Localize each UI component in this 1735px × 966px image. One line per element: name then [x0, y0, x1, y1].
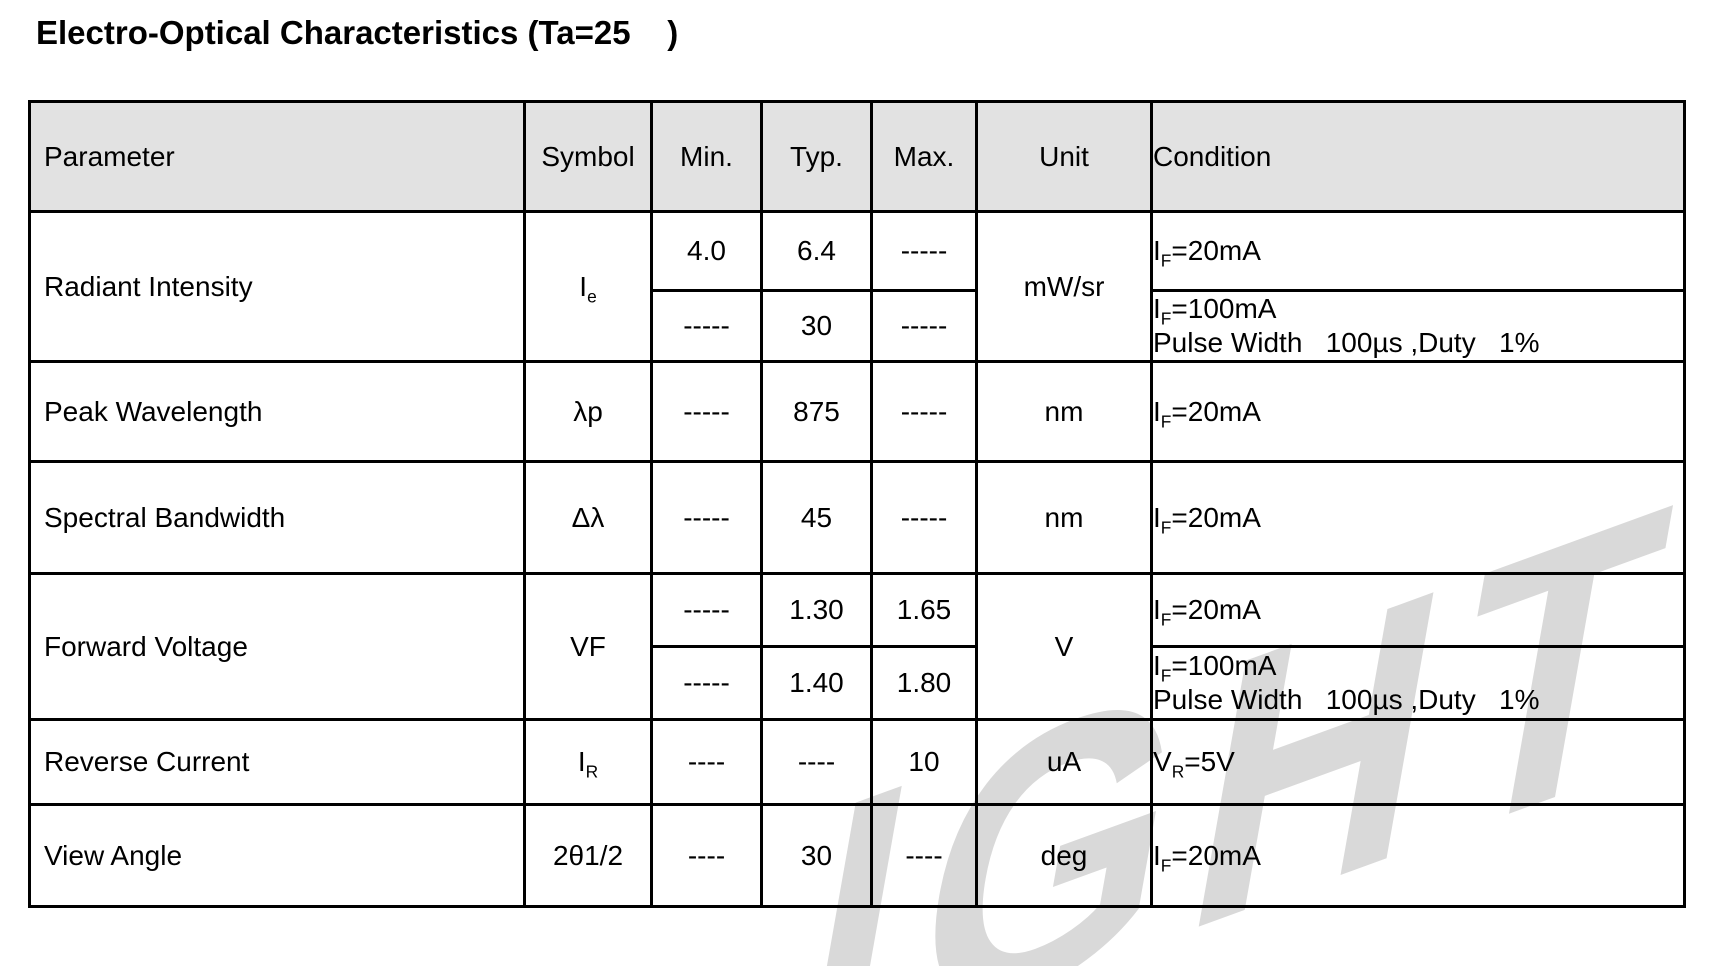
typ-cell: 875	[760, 360, 873, 464]
row-reverse-current: Reverse Current IR ---- ---- 10 uA VR=5V	[28, 718, 1686, 807]
typ-cell: 1.40	[760, 645, 873, 722]
typ-cell: ----	[760, 718, 873, 807]
symbol-cell-spectral-bandwidth: Δλ	[523, 460, 653, 576]
page-title: Electro-Optical Characteristics (Ta=25 )	[36, 14, 679, 51]
unit-cell: nm	[975, 360, 1153, 464]
symbol-base: I	[579, 270, 588, 302]
symbol-base: I	[577, 746, 586, 778]
unit-cell: uA	[975, 718, 1153, 807]
unit-cell-forward-voltage: V	[975, 572, 1153, 722]
min-cell: -----	[650, 572, 763, 649]
condition-cell: IF=20mA	[1150, 210, 1686, 292]
unit-cell: deg	[975, 803, 1153, 909]
typ-cell: 30	[760, 803, 873, 909]
symbol-sub: e	[587, 286, 597, 307]
condition-text-2: Pulse Width 100µs ,Duty 1%	[1153, 684, 1540, 716]
col-header-max: Max.	[870, 100, 978, 213]
condition-cell: VR=5V	[1150, 718, 1686, 807]
max-cell: ----	[870, 803, 978, 909]
condition-text: IF=20mA	[1153, 234, 1261, 271]
condition-cell: IF=20mA	[1150, 572, 1686, 649]
typ-cell: 30	[760, 288, 873, 364]
row-peak-wavelength: Peak Wavelength λp ----- 875 ----- nm IF…	[28, 360, 1686, 464]
unit-cell: nm	[975, 460, 1153, 576]
col-header-condition: Condition	[1150, 100, 1686, 213]
condition-text: IF=20mA	[1153, 594, 1261, 630]
max-cell: 1.80	[870, 645, 978, 722]
condition-text: IF=20mA	[1153, 501, 1261, 538]
condition-text: IF=100mA	[1153, 293, 1277, 329]
condition-cell: IF=20mA	[1150, 803, 1686, 909]
param-cell-view-angle: View Angle	[28, 803, 526, 909]
col-header-unit: Unit	[975, 100, 1153, 213]
electro-optical-characteristics-table: Parameter Symbol Min. Typ. Max. Unit Con…	[28, 100, 1686, 909]
condition-text-2: Pulse Width 100µs ,Duty 1%	[1153, 327, 1540, 359]
max-cell: -----	[870, 460, 978, 576]
row-radiant-intensity-2: ----- 30 ----- IF=100mA Pulse Width 100µ…	[30, 288, 1686, 364]
col-header-symbol: Symbol	[523, 100, 653, 213]
col-header-typ: Typ.	[760, 100, 873, 213]
min-cell: -----	[650, 288, 763, 364]
param-cell-radiant-intensity: Radiant Intensity	[28, 209, 526, 364]
max-cell: -----	[870, 360, 978, 464]
row-spectral-bandwidth: Spectral Bandwidth Δλ ----- 45 ----- nm …	[28, 460, 1686, 576]
param-cell-forward-voltage: Forward Voltage	[28, 572, 526, 722]
min-cell: -----	[650, 645, 763, 722]
min-cell: -----	[650, 460, 763, 576]
condition-cell: IF=100mA Pulse Width 100µs ,Duty 1%	[1150, 288, 1686, 364]
row-forward-voltage-2: ----- 1.40 1.80 IF=100mA Pulse Width 100…	[30, 645, 1686, 722]
symbol-cell-radiant-intensity: Ie	[523, 209, 653, 364]
symbol-cell-peak-wavelength: λp	[523, 360, 653, 464]
min-cell: 4.0	[650, 210, 763, 292]
max-cell: 10	[870, 718, 978, 807]
row-forward-voltage-1: Forward Voltage VF ----- 1.30 1.65 V IF=…	[28, 572, 1686, 722]
condition-cell: IF=100mA Pulse Width 100µs ,Duty 1%	[1150, 645, 1686, 722]
condition-text: VR=5V	[1153, 746, 1235, 782]
symbol-sub: R	[585, 761, 599, 782]
typ-cell: 6.4	[760, 210, 873, 292]
typ-cell: 1.30	[760, 572, 873, 649]
typ-cell: 45	[760, 460, 873, 576]
max-cell: -----	[870, 288, 978, 364]
param-cell-reverse-current: Reverse Current	[28, 718, 526, 807]
min-cell: -----	[650, 360, 763, 464]
symbol-base: Δλ	[571, 501, 605, 533]
col-header-parameter: Parameter	[28, 100, 526, 213]
symbol-cell-reverse-current: IR	[523, 718, 653, 807]
row-radiant-intensity-1: Radiant Intensity Ie 4.0 6.4 ----- mW/sr…	[28, 209, 1686, 364]
condition-cell: IF=20mA	[1150, 360, 1686, 464]
min-cell: ----	[650, 718, 763, 807]
symbol-base: 2θ1/2	[552, 839, 624, 871]
header-row: Parameter Symbol Min. Typ. Max. Unit Con…	[28, 100, 1686, 213]
unit-cell-radiant-intensity: mW/sr	[975, 209, 1153, 364]
min-cell: ----	[650, 803, 763, 909]
col-header-min: Min.	[650, 100, 763, 213]
condition-text: IF=20mA	[1153, 395, 1261, 432]
param-cell-spectral-bandwidth: Spectral Bandwidth	[28, 460, 526, 576]
symbol-base: λp	[573, 395, 603, 427]
condition-text: IF=20mA	[1153, 839, 1261, 876]
symbol-cell-view-angle: 2θ1/2	[523, 803, 653, 909]
symbol-base: VF	[570, 630, 606, 662]
condition-cell: IF=20mA	[1150, 460, 1686, 576]
row-view-angle: View Angle 2θ1/2 ---- 30 ---- deg IF=20m…	[28, 803, 1686, 909]
max-cell: -----	[870, 210, 978, 292]
symbol-cell-forward-voltage: VF	[523, 572, 653, 722]
condition-text: IF=100mA	[1153, 650, 1277, 686]
max-cell: 1.65	[870, 572, 978, 649]
param-cell-peak-wavelength: Peak Wavelength	[28, 360, 526, 464]
